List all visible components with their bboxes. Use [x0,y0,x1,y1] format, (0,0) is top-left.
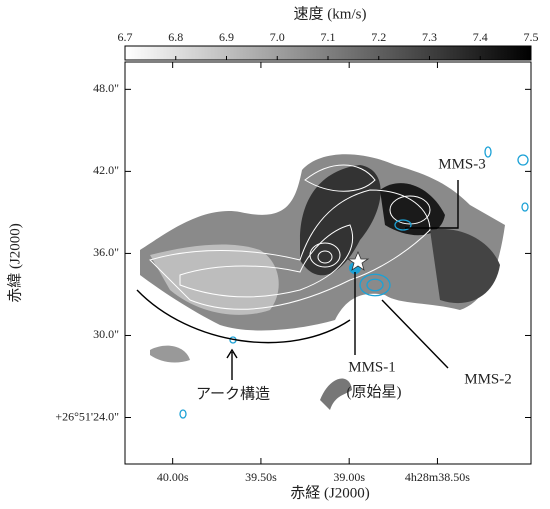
colorbar-tick-label: 7.4 [473,30,488,44]
y-tick-label: 30.0" [93,327,119,341]
annotation: MMS-3 [438,156,486,172]
colorbar-tick-label: 7.2 [371,30,386,44]
colorbar-tick-label: 7.1 [321,30,336,44]
annotation: (原始星) [347,383,402,400]
x-tick-label: 39.00s [333,470,365,484]
colorbar-title: 速度 (km/s) [294,5,367,22]
colorbar-tick-label: 7.3 [422,30,437,44]
colorbar-tick-label: 6.8 [168,30,183,44]
x-tick-label: 39.50s [245,470,277,484]
y-tick-label: 36.0" [93,245,119,259]
y-tick-label: 48.0" [93,81,119,95]
y-tick-label: +26°51'24.0" [55,409,119,423]
y-axis-label: 赤緯 (J2000) [6,223,23,303]
figure: 速度 (km/s) [0,0,550,504]
y-tick-label: 42.0" [93,163,119,177]
colorbar-tick-label: 7.5 [524,30,539,44]
annotation: MMS-1 [348,359,396,375]
x-tick-label: 40.00s [157,470,189,484]
x-axis-label: 赤経 (J2000) [290,484,370,501]
colorbar-tick-label: 7.0 [270,30,285,44]
annotation: MMS-2 [464,371,512,387]
x-tick-label: 4h28m38.50s [405,470,470,484]
colorbar-tick-label: 6.9 [219,30,234,44]
colorbar-tick-label: 6.7 [118,30,133,44]
annotation: アーク構造 [196,385,270,402]
